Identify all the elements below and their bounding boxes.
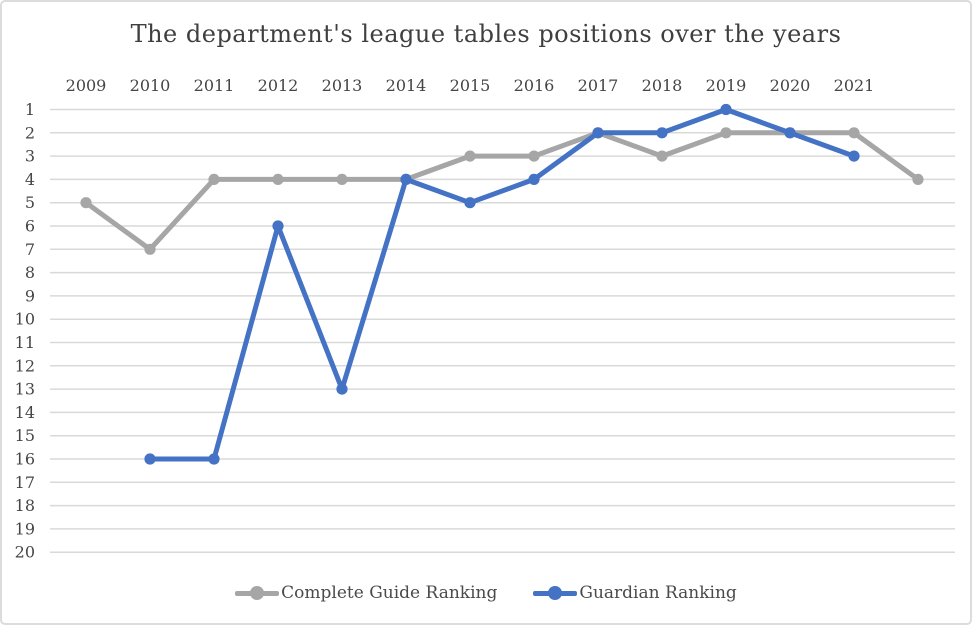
x-tick-label: 2019 (706, 76, 747, 95)
series-line-guardian-ranking (147, 107, 857, 462)
data-point-complete-guide-ranking-2016 (528, 150, 540, 162)
data-point-guardian-ranking-2011 (208, 453, 220, 465)
y-tick-label: 15 (15, 426, 35, 445)
y-tick-label: 8 (25, 263, 35, 282)
x-tick-label: 2014 (386, 76, 427, 95)
y-tick-label: 12 (15, 356, 35, 375)
y-tick-label: 1 (25, 100, 35, 119)
y-tick-label: 10 (15, 310, 35, 329)
data-point-guardian-ranking-2021 (848, 150, 860, 162)
y-tick-label: 11 (15, 333, 35, 352)
x-tick-label: 2009 (66, 76, 107, 95)
y-tick-label: 4 (25, 170, 35, 189)
data-point-complete-guide-ranking-2009 (80, 197, 92, 209)
y-tick-label: 5 (25, 193, 35, 212)
data-point-complete-guide-ranking-2013 (336, 173, 348, 185)
data-point-guardian-ranking-2019 (720, 103, 732, 116)
series-line-complete-guide-ranking (83, 130, 921, 252)
legend-swatch-complete-guide-ranking-icon (235, 586, 280, 600)
x-tick-label: 2020 (770, 76, 811, 95)
data-point-guardian-ranking-2018 (656, 127, 668, 139)
y-tick-label: 19 (15, 519, 35, 538)
x-tick-label: 2017 (578, 76, 619, 95)
data-point-guardian-ranking-2010 (144, 453, 156, 465)
x-tick-label: 2013 (322, 76, 363, 95)
y-tick-label: 18 (15, 496, 35, 515)
x-tick-label: 2010 (130, 76, 171, 95)
legend-item-complete-guide-ranking: Complete Guide Ranking (235, 583, 497, 603)
x-tick-label: 2011 (194, 76, 235, 95)
legend-label-complete-guide-ranking: Complete Guide Ranking (281, 583, 498, 603)
y-tick-label: 2 (25, 123, 35, 142)
data-point-complete-guide-ranking-2018 (656, 150, 668, 162)
data-point-complete-guide-ranking-2022 (912, 173, 924, 185)
y-tick-label: 16 (15, 450, 35, 469)
x-tick-label: 2021 (834, 76, 875, 95)
data-point-complete-guide-ranking-2019 (720, 127, 732, 139)
data-point-complete-guide-ranking-2011 (208, 173, 220, 185)
data-point-complete-guide-ranking-2015 (464, 150, 476, 162)
data-point-guardian-ranking-2017 (592, 127, 604, 139)
data-point-guardian-ranking-2014 (400, 173, 412, 185)
y-tick-label: 3 (25, 147, 35, 166)
data-point-complete-guide-ranking-2021 (848, 127, 860, 139)
data-point-guardian-ranking-2012 (272, 220, 284, 232)
legend-label-guardian-ranking: Guardian Ranking (579, 583, 737, 603)
y-tick-label: 6 (25, 217, 35, 236)
y-tick-label: 13 (15, 380, 35, 399)
y-tick-label: 9 (25, 286, 35, 305)
legend-swatch-guardian-ranking-icon (533, 586, 578, 600)
data-point-guardian-ranking-2016 (528, 173, 540, 185)
y-tick-label: 20 (15, 543, 35, 562)
data-point-guardian-ranking-2013 (336, 383, 348, 395)
x-tick-label: 2018 (642, 76, 683, 95)
y-tick-label: 14 (15, 403, 35, 422)
x-tick-label: 2012 (258, 76, 299, 95)
y-tick-label: 17 (15, 473, 35, 492)
y-tick-label: 7 (25, 240, 35, 259)
x-tick-label: 2016 (514, 76, 555, 95)
data-point-complete-guide-ranking-2010 (144, 243, 156, 255)
legend: Complete Guide Ranking Guardian Ranking (2, 583, 970, 603)
chart-title: The department's league tables positions… (130, 20, 842, 48)
legend-item-guardian-ranking: Guardian Ranking (533, 583, 737, 603)
x-tick-label: 2015 (450, 76, 491, 95)
data-point-guardian-ranking-2015 (464, 197, 476, 209)
data-point-guardian-ranking-2020 (784, 127, 796, 139)
data-point-complete-guide-ranking-2012 (272, 173, 284, 185)
